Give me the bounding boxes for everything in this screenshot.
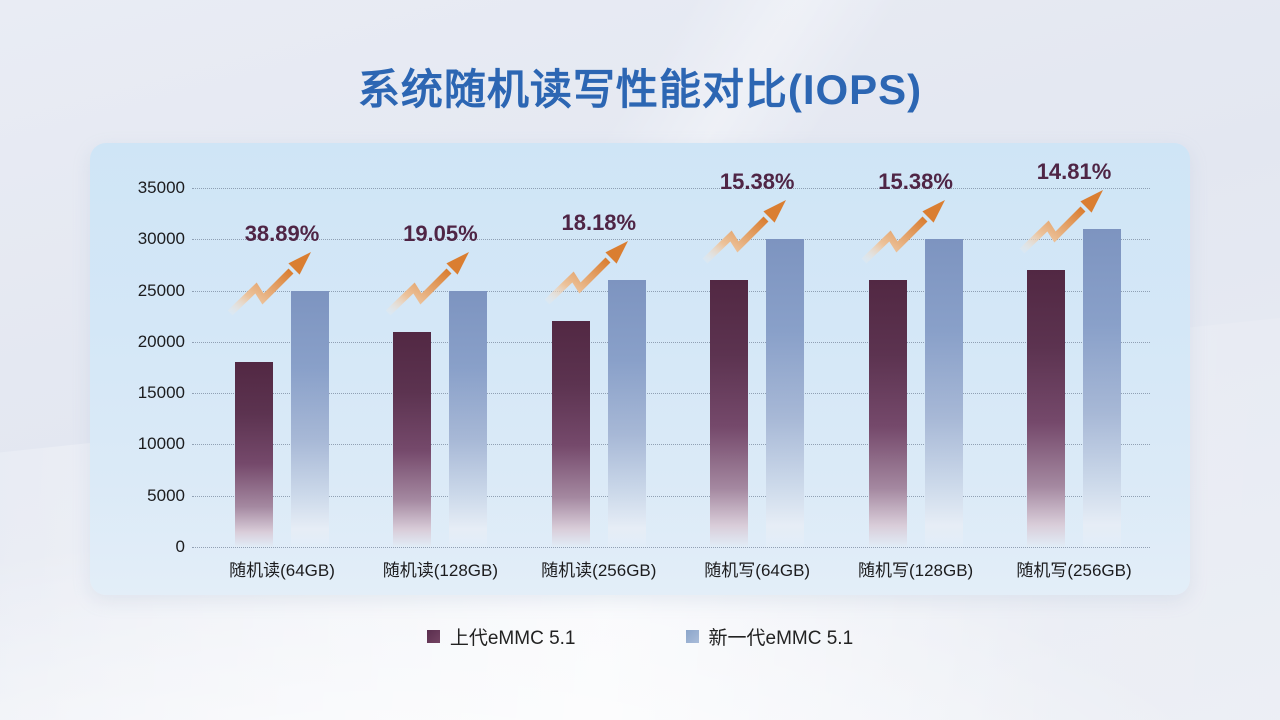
bar-prev-gen [235,362,273,547]
gridline [192,444,1150,446]
chart-legend: 上代eMMC 5.1 新一代eMMC 5.1 [0,622,1280,650]
x-tick-label: 随机读(64GB) [229,561,335,580]
improvement-label: 15.38% [878,169,953,195]
bar-group [678,188,836,547]
gridline [192,188,1150,189]
plot-area: 38.89% 随机读(64GB) 19.05% 随机读(128GB) 18.18% 随机读… [192,159,1153,580]
bar-prev-gen [868,280,907,547]
growth-arrow-icon [544,233,632,308]
gridline [192,393,1150,395]
growth-arrow-icon [227,244,315,319]
improvement-label: 18.18% [561,210,637,236]
legend-label-new: 新一代eMMC 5.1 [708,627,854,649]
page-title: 系统随机读写性能对比(IOPS) [357,66,923,113]
bar-new-gen [1083,229,1121,547]
growth-arrow-icon [702,192,790,267]
gridline [192,547,1150,548]
y-tick-label: 25000 [137,280,185,300]
y-tick-label: 0 [175,537,185,556]
legend-swatch-prev [426,629,440,643]
improvement-label: 19.05% [403,220,478,246]
bar-new-gen [924,239,963,547]
bar-group [203,188,361,547]
legend-swatch-new [685,629,699,643]
x-tick-label: 随机读(128GB) [382,561,499,580]
y-axis: 0 5000 10000 15000 20000 25000 30000 35000 [90,178,185,556]
y-tick-label: 35000 [137,178,185,197]
improvement-label: 15.38% [719,169,795,195]
bar-new-gen [449,290,488,547]
growth-arrow-icon [861,192,949,267]
gridline [192,290,1150,292]
chart-card: 0 5000 10000 15000 20000 25000 30000 35000 38.8… [90,143,1190,595]
y-tick-label: 20000 [137,331,185,351]
y-tick-label: 10000 [137,434,185,454]
x-tick-label: 随机写(256GB) [1016,561,1132,580]
legend-item-new: 新一代eMMC 5.1 [685,623,854,650]
bar-prev-gen [1027,270,1065,547]
bar-group [361,188,519,547]
growth-arrow-icon [1019,182,1107,257]
y-tick-label: 30000 [137,229,185,249]
bar-group [837,188,995,547]
legend-item-prev: 上代eMMC 5.1 [426,623,576,650]
y-tick-label: 15000 [137,383,185,403]
bar-new-gen [291,290,329,547]
x-tick-label: 随机写(128GB) [857,561,974,580]
bar-group [520,188,678,547]
growth-arrow-icon [385,244,473,319]
gridline [192,239,1150,241]
bar-new-gen [607,280,646,547]
bar-group [995,188,1153,547]
bar-prev-gen [710,280,749,547]
gridline [192,495,1150,497]
improvement-label: 38.89% [244,220,320,246]
improvement-label: 14.81% [1036,159,1112,185]
y-tick-label: 5000 [147,485,185,505]
legend-label-prev: 上代eMMC 5.1 [449,627,576,649]
bar-new-gen [766,239,805,547]
bar-prev-gen [551,321,590,547]
gridline [192,341,1150,343]
x-tick-label: 随机读(256GB) [541,561,657,580]
bar-prev-gen [393,331,432,547]
x-tick-label: 随机写(64GB) [704,561,811,580]
